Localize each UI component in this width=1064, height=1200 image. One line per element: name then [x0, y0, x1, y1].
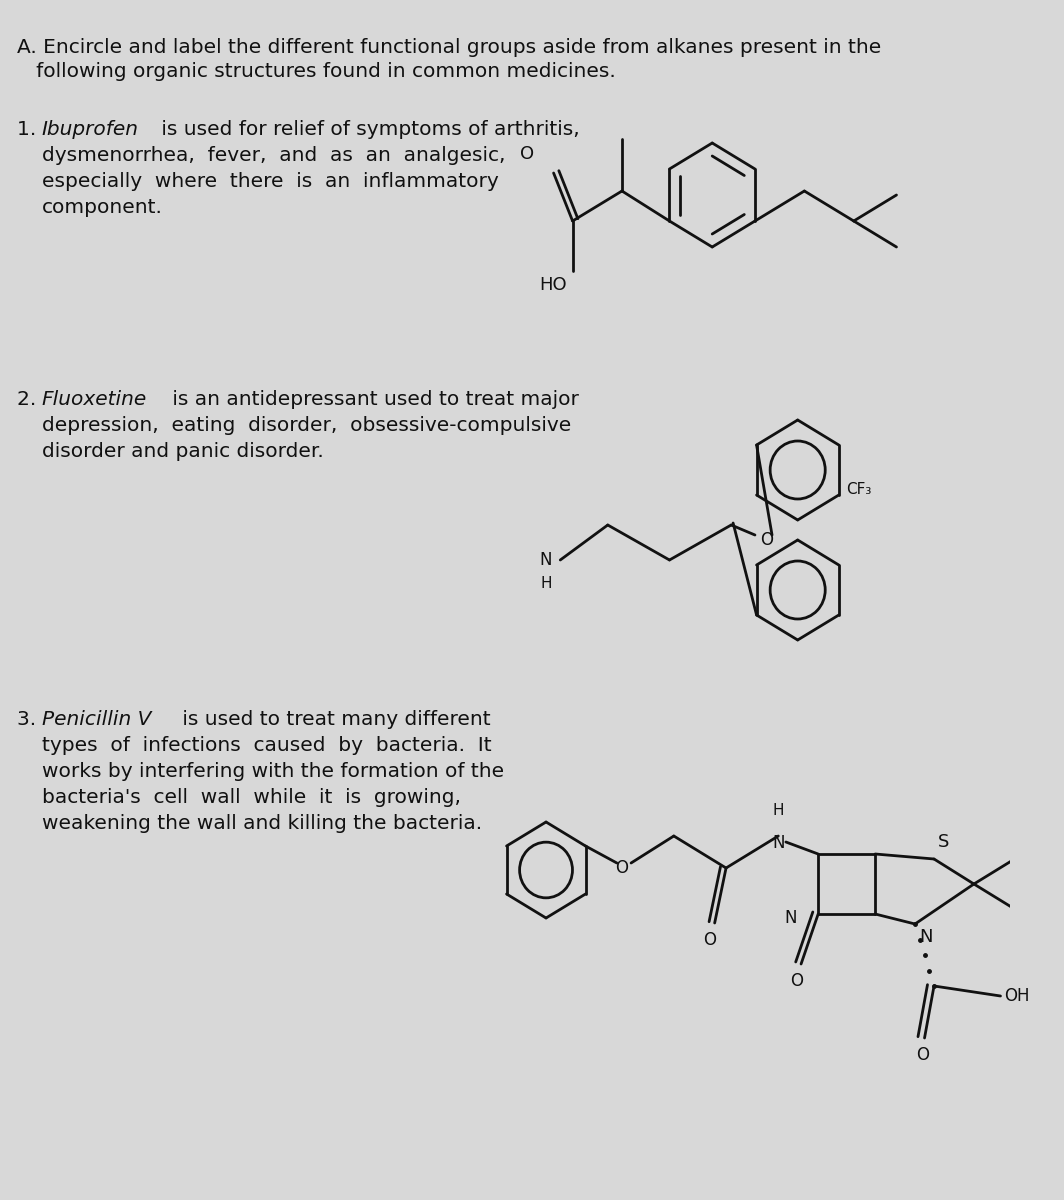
- Text: Ibuprofen: Ibuprofen: [41, 120, 138, 139]
- Text: N: N: [772, 834, 784, 852]
- Text: 1.: 1.: [17, 120, 49, 139]
- Text: O: O: [916, 1046, 929, 1064]
- Text: especially  where  there  is  an  inflammatory: especially where there is an inflammator…: [41, 172, 499, 191]
- Text: depression,  eating  disorder,  obsessive-compulsive: depression, eating disorder, obsessive-c…: [41, 416, 571, 434]
- Text: O: O: [703, 931, 716, 949]
- Text: O: O: [520, 145, 534, 163]
- Text: N: N: [919, 928, 932, 946]
- Text: O: O: [789, 972, 803, 990]
- Text: following organic structures found in common medicines.: following organic structures found in co…: [17, 62, 616, 80]
- Text: H: H: [541, 576, 552, 590]
- Text: 2.: 2.: [17, 390, 49, 409]
- Text: dysmenorrhea,  fever,  and  as  an  analgesic,: dysmenorrhea, fever, and as an analgesic…: [41, 146, 505, 164]
- Text: types  of  infections  caused  by  bacteria.  It: types of infections caused by bacteria. …: [41, 736, 492, 755]
- Text: disorder and panic disorder.: disorder and panic disorder.: [41, 442, 323, 461]
- Text: O: O: [760, 530, 772, 550]
- Text: S: S: [937, 833, 949, 851]
- Text: OH: OH: [1004, 986, 1030, 1006]
- Text: H: H: [772, 803, 784, 818]
- Text: O: O: [615, 859, 628, 877]
- Text: bacteria's  cell  wall  while  it  is  growing,: bacteria's cell wall while it is growing…: [41, 788, 461, 806]
- Text: Penicillin V: Penicillin V: [41, 710, 151, 728]
- Text: N: N: [539, 551, 552, 569]
- Text: is used for relief of symptoms of arthritis,: is used for relief of symptoms of arthri…: [154, 120, 580, 139]
- Text: is used to treat many different: is used to treat many different: [176, 710, 491, 728]
- Text: Fluoxetine: Fluoxetine: [41, 390, 147, 409]
- Text: A. Encircle and label the different functional groups aside from alkanes present: A. Encircle and label the different func…: [17, 38, 881, 56]
- Text: HO: HO: [539, 276, 567, 294]
- Text: N: N: [785, 910, 797, 926]
- Text: works by interfering with the formation of the: works by interfering with the formation …: [41, 762, 504, 781]
- Text: CF₃: CF₃: [846, 482, 871, 498]
- Text: is an antidepressant used to treat major: is an antidepressant used to treat major: [166, 390, 579, 409]
- Text: weakening the wall and killing the bacteria.: weakening the wall and killing the bacte…: [41, 814, 482, 833]
- Text: 3.: 3.: [17, 710, 49, 728]
- Text: component.: component.: [41, 198, 163, 217]
